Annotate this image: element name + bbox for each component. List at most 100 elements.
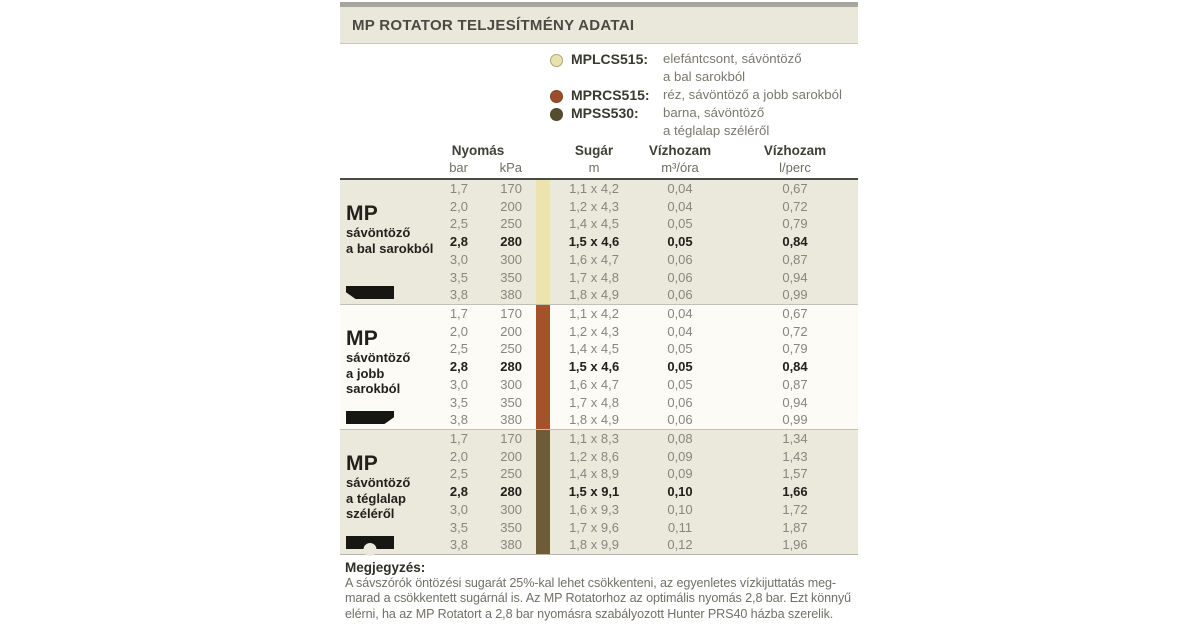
column-header-pressure: Nyomás <box>451 143 505 158</box>
brown-color-dot-icon <box>550 108 563 121</box>
cell-flow-m3-hour: 0,06 <box>667 287 693 303</box>
table-row: 3,5 350 1,7 x 4,8 0,06 0,94 <box>340 269 858 287</box>
cell-flow-m3-hour: 0,09 <box>667 448 693 464</box>
group-rectangle-edge: MP sávöntöző a téglalap széléről 1,7 170 1… <box>340 429 858 554</box>
unit-label-bar: bar <box>449 160 468 175</box>
description-line: elefántcsont, sávöntöző <box>663 51 802 66</box>
cell-radius: 1,5 x 9,1 <box>568 484 620 500</box>
cell-pressure-kpa: 170 <box>500 181 522 196</box>
legend-item: MPSS530: barna, sávöntöző a téglalap szé… <box>550 104 842 140</box>
header-bar: MP ROTATOR TELJESÍTMÉNY ADATAI <box>340 7 858 44</box>
cell-flow-l-min: 0,94 <box>782 394 808 410</box>
cell-pressure-kpa: 250 <box>500 466 522 482</box>
cell-pressure-bar: 3,8 <box>449 287 468 303</box>
cell-pressure-bar: 2,5 <box>449 216 468 232</box>
cell-pressure-bar: 1,7 <box>449 181 468 196</box>
brown-color-strip <box>536 430 550 554</box>
cell-flow-m3-hour: 0,05 <box>667 234 693 250</box>
table-row: 2,8 280 1,5 x 4,6 0,05 0,84 <box>340 358 858 376</box>
cell-flow-l-min: 0,79 <box>782 341 808 357</box>
cell-pressure-bar: 2,8 <box>449 484 468 500</box>
unit-label-l-min: l/perc <box>779 160 811 175</box>
cell-pressure-kpa: 200 <box>500 198 522 214</box>
cell-radius: 1,2 x 4,3 <box>569 323 619 339</box>
cell-pressure-bar: 2,0 <box>449 198 468 214</box>
cell-flow-m3-hour: 0,06 <box>667 412 693 428</box>
table-body: MP sávöntöző a bal sarokból 1,7 170 1,1 x … <box>340 180 858 555</box>
cell-radius: 1,4 x 4,5 <box>569 216 619 232</box>
group-name-sub: széléről <box>346 506 395 521</box>
cell-flow-m3-hour: 0,09 <box>667 466 693 482</box>
table-row: 3,8 380 1,8 x 4,9 0,06 0,99 <box>340 286 858 304</box>
group-rows: 1,7 170 1,1 x 8,3 0,08 1,34 2,0 200 1,2 x 8,6 0,… <box>340 430 858 554</box>
column-header-flow-m3: Vízhozam <box>648 143 712 158</box>
cell-radius: 1,7 x 4,8 <box>569 269 619 285</box>
group-label: MP sávöntöző a jobb sarokból <box>346 327 456 397</box>
cell-pressure-kpa: 350 <box>500 519 522 535</box>
cell-pressure-kpa: 300 <box>500 376 522 392</box>
group-name-sub: a téglalap <box>346 490 406 506</box>
table-row: 2,5 250 1,4 x 8,9 0,09 1,57 <box>340 465 858 483</box>
cell-flow-m3-hour: 0,05 <box>667 376 693 392</box>
cell-flow-m3-hour: 0,11 <box>667 519 693 535</box>
cell-pressure-kpa: 250 <box>500 216 522 232</box>
copper-color-strip <box>536 305 550 429</box>
note-line: A sávszórók öntözési sugarát 25%-kal leh… <box>345 576 837 590</box>
group-name-sub: a bal sarokból <box>346 240 434 256</box>
cell-pressure-bar: 2,8 <box>449 234 468 250</box>
table-row: 1,7 170 1,1 x 8,3 0,08 1,34 <box>340 430 858 448</box>
cell-pressure-kpa: 280 <box>500 484 522 500</box>
cell-flow-l-min: 0,72 <box>782 323 808 339</box>
cell-pressure-kpa: 350 <box>500 394 522 410</box>
table-row: 3,0 300 1,6 x 4,7 0,05 0,87 <box>340 376 858 394</box>
product-code: MPSS530: <box>571 105 639 121</box>
unit-label-m: m <box>588 160 600 175</box>
cell-pressure-kpa: 300 <box>500 501 522 517</box>
cell-flow-l-min: 1,34 <box>782 431 808 446</box>
group-name-sub: sarokból <box>346 381 401 396</box>
column-header-flow-l: Vízhozam <box>763 143 827 158</box>
cell-flow-m3-hour: 0,06 <box>667 394 693 410</box>
cell-pressure-kpa: 380 <box>500 287 522 303</box>
top-divider <box>340 2 858 7</box>
cell-flow-l-min: 1,43 <box>782 448 808 464</box>
cell-radius: 1,5 x 4,6 <box>568 359 620 375</box>
cell-flow-l-min: 1,96 <box>782 537 808 553</box>
cell-radius: 1,6 x 4,7 <box>569 376 619 392</box>
notes-heading: Megjegyzés: <box>345 560 426 575</box>
group-label: MP sávöntöző a téglalap széléről <box>346 452 456 522</box>
cell-flow-m3-hour: 0,08 <box>667 431 693 446</box>
cell-radius: 1,8 x 4,9 <box>569 412 619 428</box>
cell-pressure-bar: 2,5 <box>449 341 468 357</box>
product-description: réz, sávöntöző a jobb sarokból <box>663 86 842 104</box>
group-name-sub: a jobb <box>346 365 385 381</box>
cell-flow-m3-hour: 0,12 <box>667 537 693 553</box>
cell-flow-m3-hour: 0,04 <box>667 198 693 214</box>
ivory-color-strip <box>536 180 550 304</box>
cell-pressure-bar: 3,8 <box>449 537 468 553</box>
cell-flow-m3-hour: 0,05 <box>667 359 693 375</box>
cell-radius: 1,8 x 9,9 <box>569 537 619 553</box>
cell-pressure-kpa: 250 <box>500 341 522 357</box>
cell-radius: 1,2 x 4,3 <box>569 198 619 214</box>
table-row: 2,0 200 1,2 x 4,3 0,04 0,72 <box>340 323 858 341</box>
cell-pressure-bar: 3,5 <box>449 394 468 410</box>
ivory-color-dot-icon <box>550 54 563 67</box>
cell-flow-l-min: 0,84 <box>782 359 808 375</box>
legend-item: MPLCS515: elefántcsont, sávöntöző a bal … <box>550 50 842 86</box>
group-name-sub: sávöntöző <box>346 225 411 240</box>
cell-flow-l-min: 1,66 <box>782 484 808 500</box>
copper-color-dot-icon <box>550 90 563 103</box>
table-row: 3,8 380 1,8 x 9,9 0,12 1,96 <box>340 536 858 554</box>
note-line: marad a csökkentett sugárnál is. Az MP R… <box>345 591 852 606</box>
table-row: 2,8 280 1,5 x 4,6 0,05 0,84 <box>340 233 858 251</box>
table-row: 2,0 200 1,2 x 4,3 0,04 0,72 <box>340 198 858 216</box>
table-row: 3,5 350 1,7 x 4,8 0,06 0,94 <box>340 394 858 412</box>
unit-label-m3-hour: m³/óra <box>661 160 699 175</box>
group-label: MP sávöntöző a bal sarokból <box>346 202 456 256</box>
table-row: 3,8 380 1,8 x 4,9 0,06 0,99 <box>340 411 858 429</box>
cell-flow-l-min: 0,72 <box>782 198 808 214</box>
cell-pressure-kpa: 170 <box>500 431 522 446</box>
cell-flow-l-min: 0,94 <box>782 269 808 285</box>
